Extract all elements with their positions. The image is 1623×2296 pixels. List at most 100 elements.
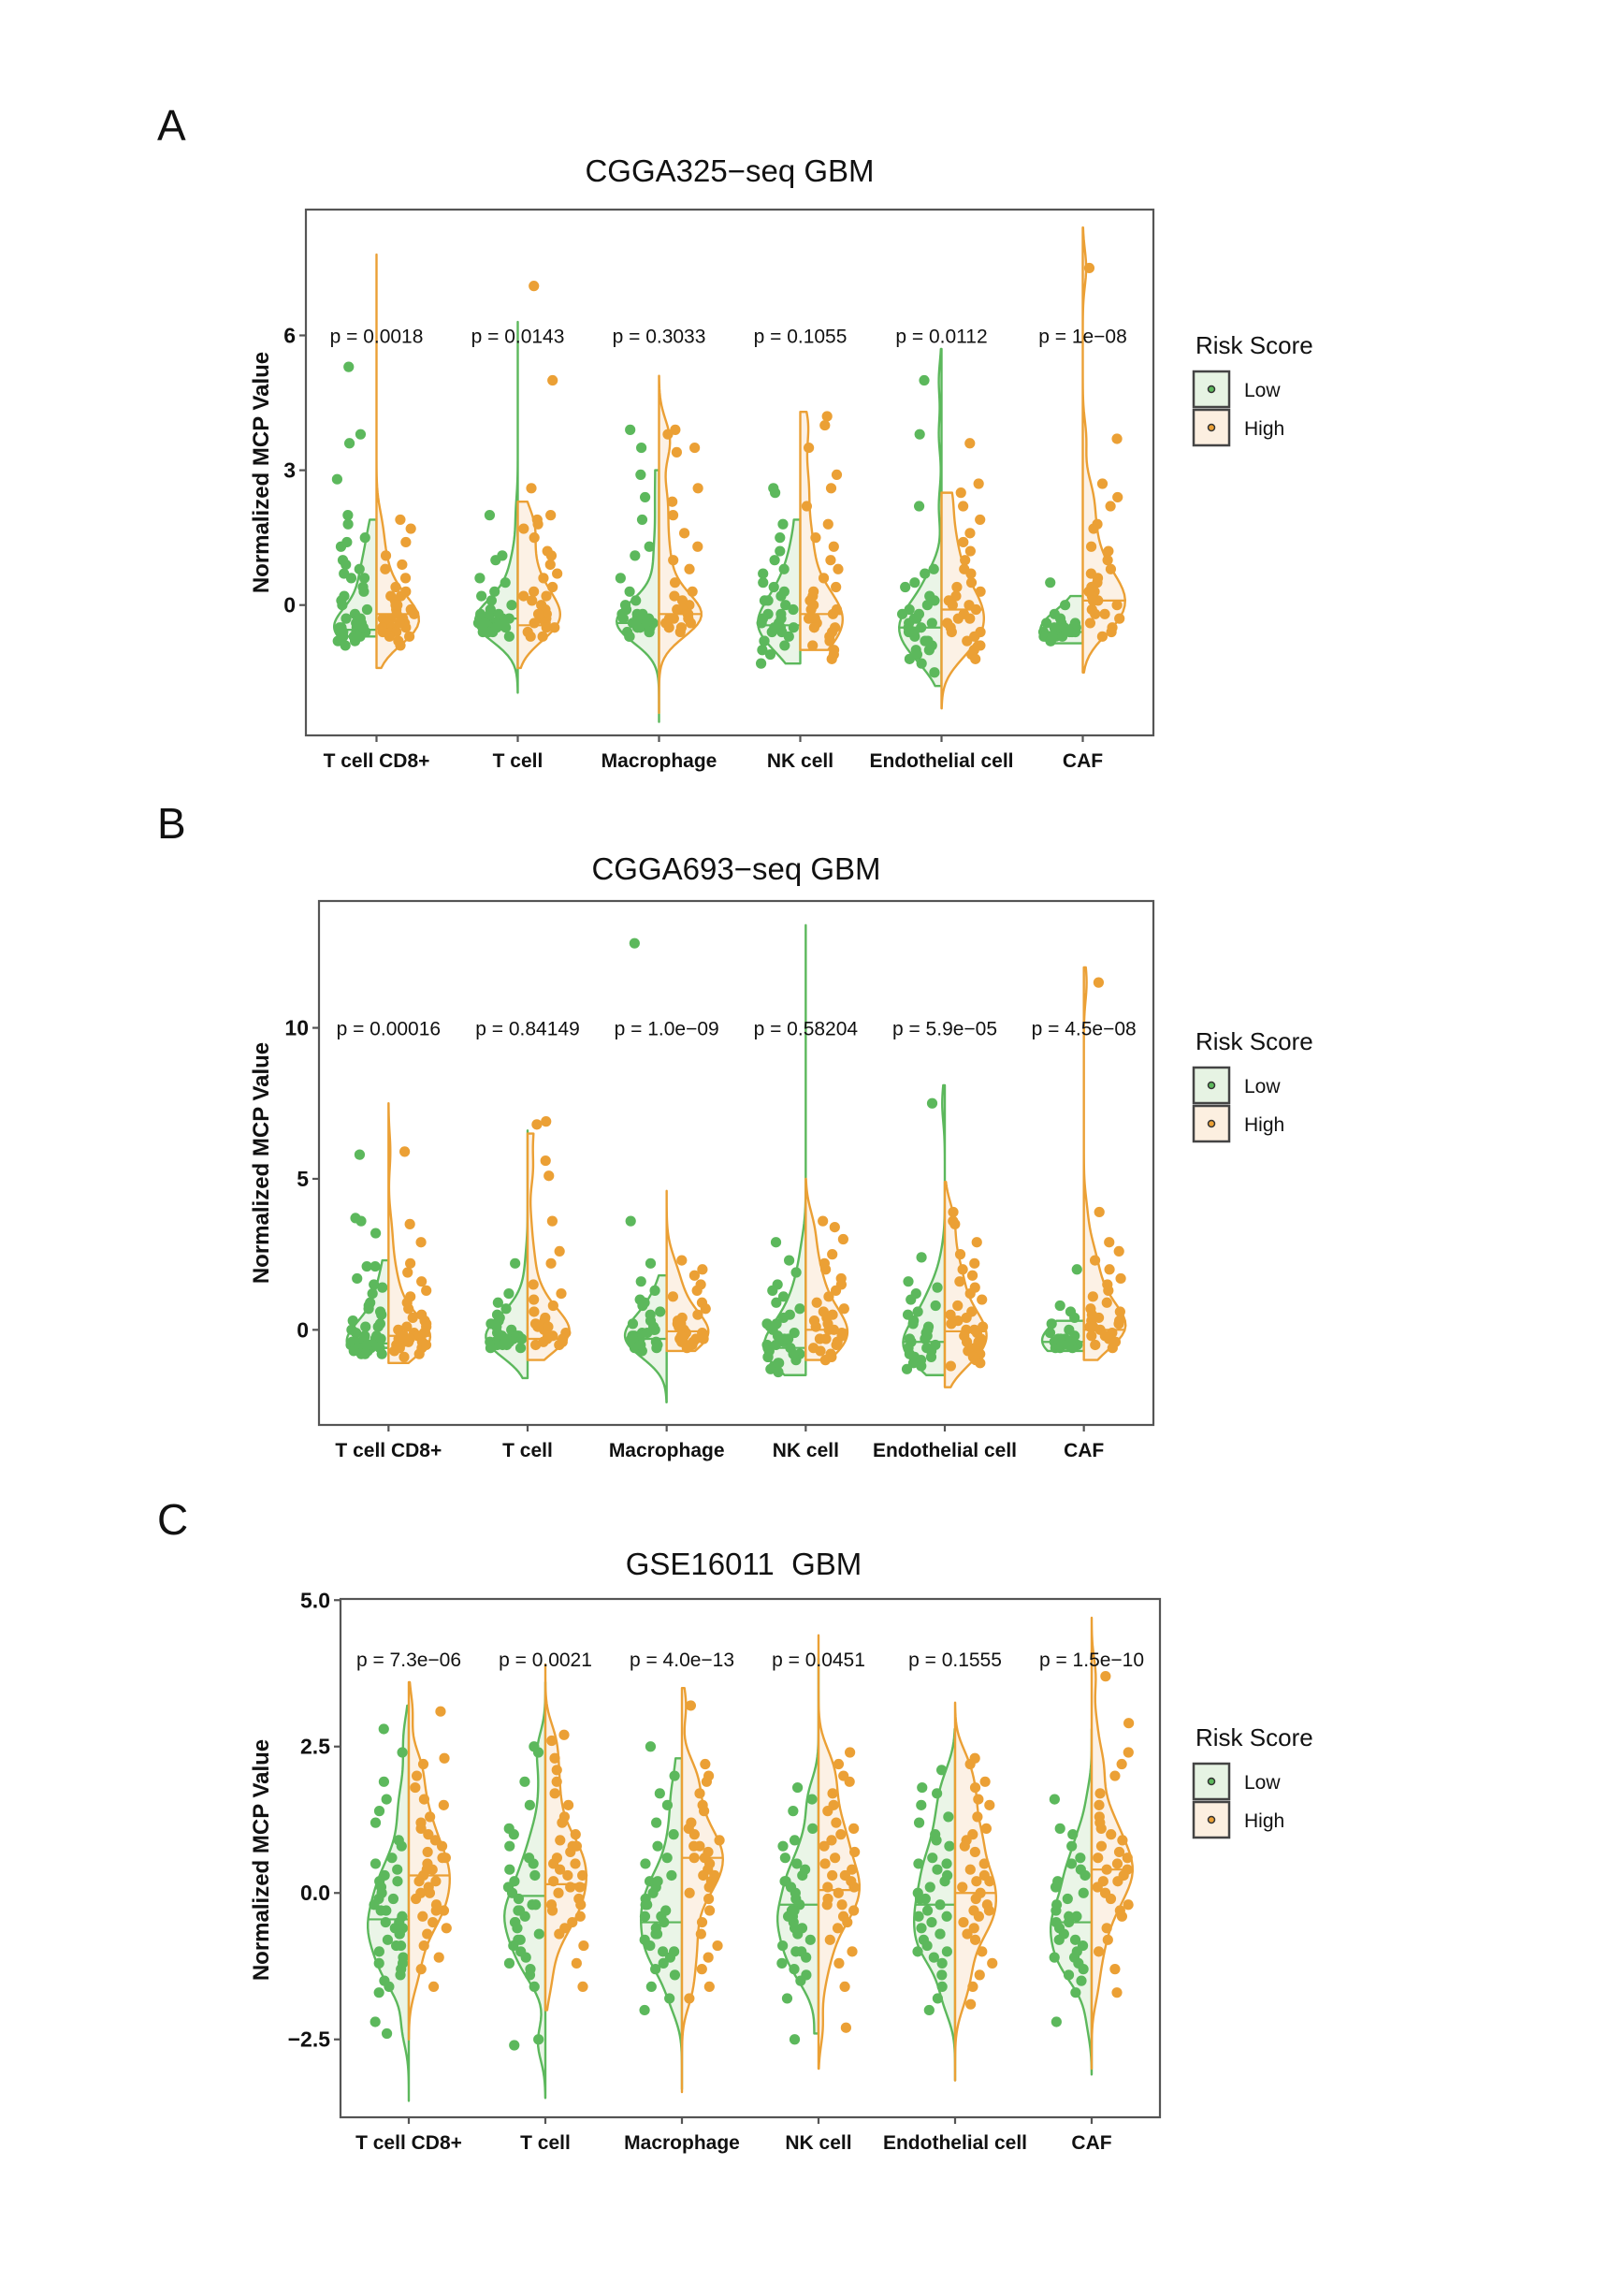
data-point-low [788,622,799,633]
data-point-low [903,626,915,638]
data-point-low [767,1285,778,1296]
data-point-high [1122,1853,1133,1864]
data-point-high [827,608,839,619]
data-point-high [413,1348,425,1359]
data-point-high [525,631,536,642]
data-point-low [1064,1916,1075,1928]
data-point-low [348,1345,359,1357]
data-point-low [640,1899,651,1911]
data-point-high [436,1840,448,1852]
data-point-low [506,600,517,611]
data-point-high [578,1940,589,1952]
data-point-low [503,1287,514,1300]
category-group [912,1701,998,2082]
data-point-low [926,618,937,629]
data-point-high [405,1257,416,1269]
data-point-low [509,2040,520,2051]
data-point-low [520,1952,531,1963]
p-value-label: p = 4.0e−13 [630,1649,734,1671]
data-point-high [984,1876,995,1887]
data-point-high [430,1905,442,1916]
data-point-high [964,528,976,539]
data-point-low [931,1835,942,1846]
data-point-high [807,640,819,651]
data-point-low [1067,1829,1079,1840]
legend-dot-low [1207,1081,1216,1090]
data-point-low [904,653,915,664]
data-point-high [819,1858,831,1869]
data-point-high [1111,1858,1123,1869]
data-point-low [901,1363,913,1374]
data-point-high [827,1869,838,1882]
data-point-high [983,1905,995,1916]
data-point-high [703,1952,714,1963]
data-point-high [435,1706,446,1717]
y-tick-label: 5 [297,1167,309,1191]
data-point-high [968,1905,979,1916]
data-point-high [964,600,975,611]
data-point-low [347,1315,358,1327]
data-point-low [779,640,790,651]
data-point-high [439,1752,450,1764]
data-point-low [783,1333,794,1344]
data-point-high [979,1776,991,1787]
data-point-high [840,2022,851,2033]
plot-frame [304,208,1155,737]
data-point-high [827,1249,838,1260]
data-point-low [485,595,498,606]
data-point-high [1113,1245,1124,1257]
data-point-high [669,577,681,589]
data-point-high [1116,1758,1127,1770]
data-point-high [848,1905,860,1916]
data-point-low [759,635,770,647]
data-point-high [833,563,844,574]
data-point-high [1105,1893,1117,1905]
data-point-low [359,1348,370,1359]
x-tick-label: Endothelial cell [873,1440,1017,1461]
y-tick-label: 0.0 [300,1881,330,1905]
p-value-label: p = 0.3033 [613,326,706,347]
data-point-high [548,1876,559,1887]
y-axis-label: Normalized MCP Value [249,352,274,593]
data-point-low [1069,1934,1081,1945]
data-point-low [533,1928,544,1940]
data-point-low [935,1928,946,1940]
category-group [776,1634,861,2071]
data-point-low [1063,1969,1075,1981]
y-tick-label: 0 [297,1317,309,1342]
data-point-low [651,1817,662,1828]
data-point-high [830,1285,842,1296]
data-point-low [395,1940,407,1952]
data-point-low [361,603,373,616]
data-point-low [627,1330,638,1342]
data-point-high [1103,545,1114,557]
data-point-high [958,1916,969,1928]
category-group [1040,966,1127,1361]
data-point-high [549,1752,560,1764]
data-point-high [549,1788,560,1799]
data-point-low [936,1957,948,1969]
data-point-low [909,577,920,589]
data-point-low [500,1303,512,1315]
data-point-low [923,2004,935,2016]
data-point-high [698,1806,710,1817]
data-point-high [417,1758,429,1770]
data-point-high [422,1928,433,1940]
data-point-high [528,1279,539,1290]
data-point-low [930,1300,941,1312]
data-point-low [629,937,640,949]
data-point-high [688,1829,700,1840]
data-point-high [964,1758,976,1770]
data-point-low [777,1291,790,1302]
data-point-high [951,581,963,593]
data-point-high [399,1351,410,1362]
data-point-low [355,1215,367,1227]
y-tick-label: 6 [283,323,296,347]
category-group [485,1116,572,1380]
legend-label-low: Low [1244,380,1281,401]
data-point-high [1094,1206,1105,1218]
data-point-low [529,1869,541,1882]
data-point-high [377,626,388,638]
legend-label-high: High [1244,1810,1284,1832]
x-tick-label: NK cell [785,2132,851,2154]
